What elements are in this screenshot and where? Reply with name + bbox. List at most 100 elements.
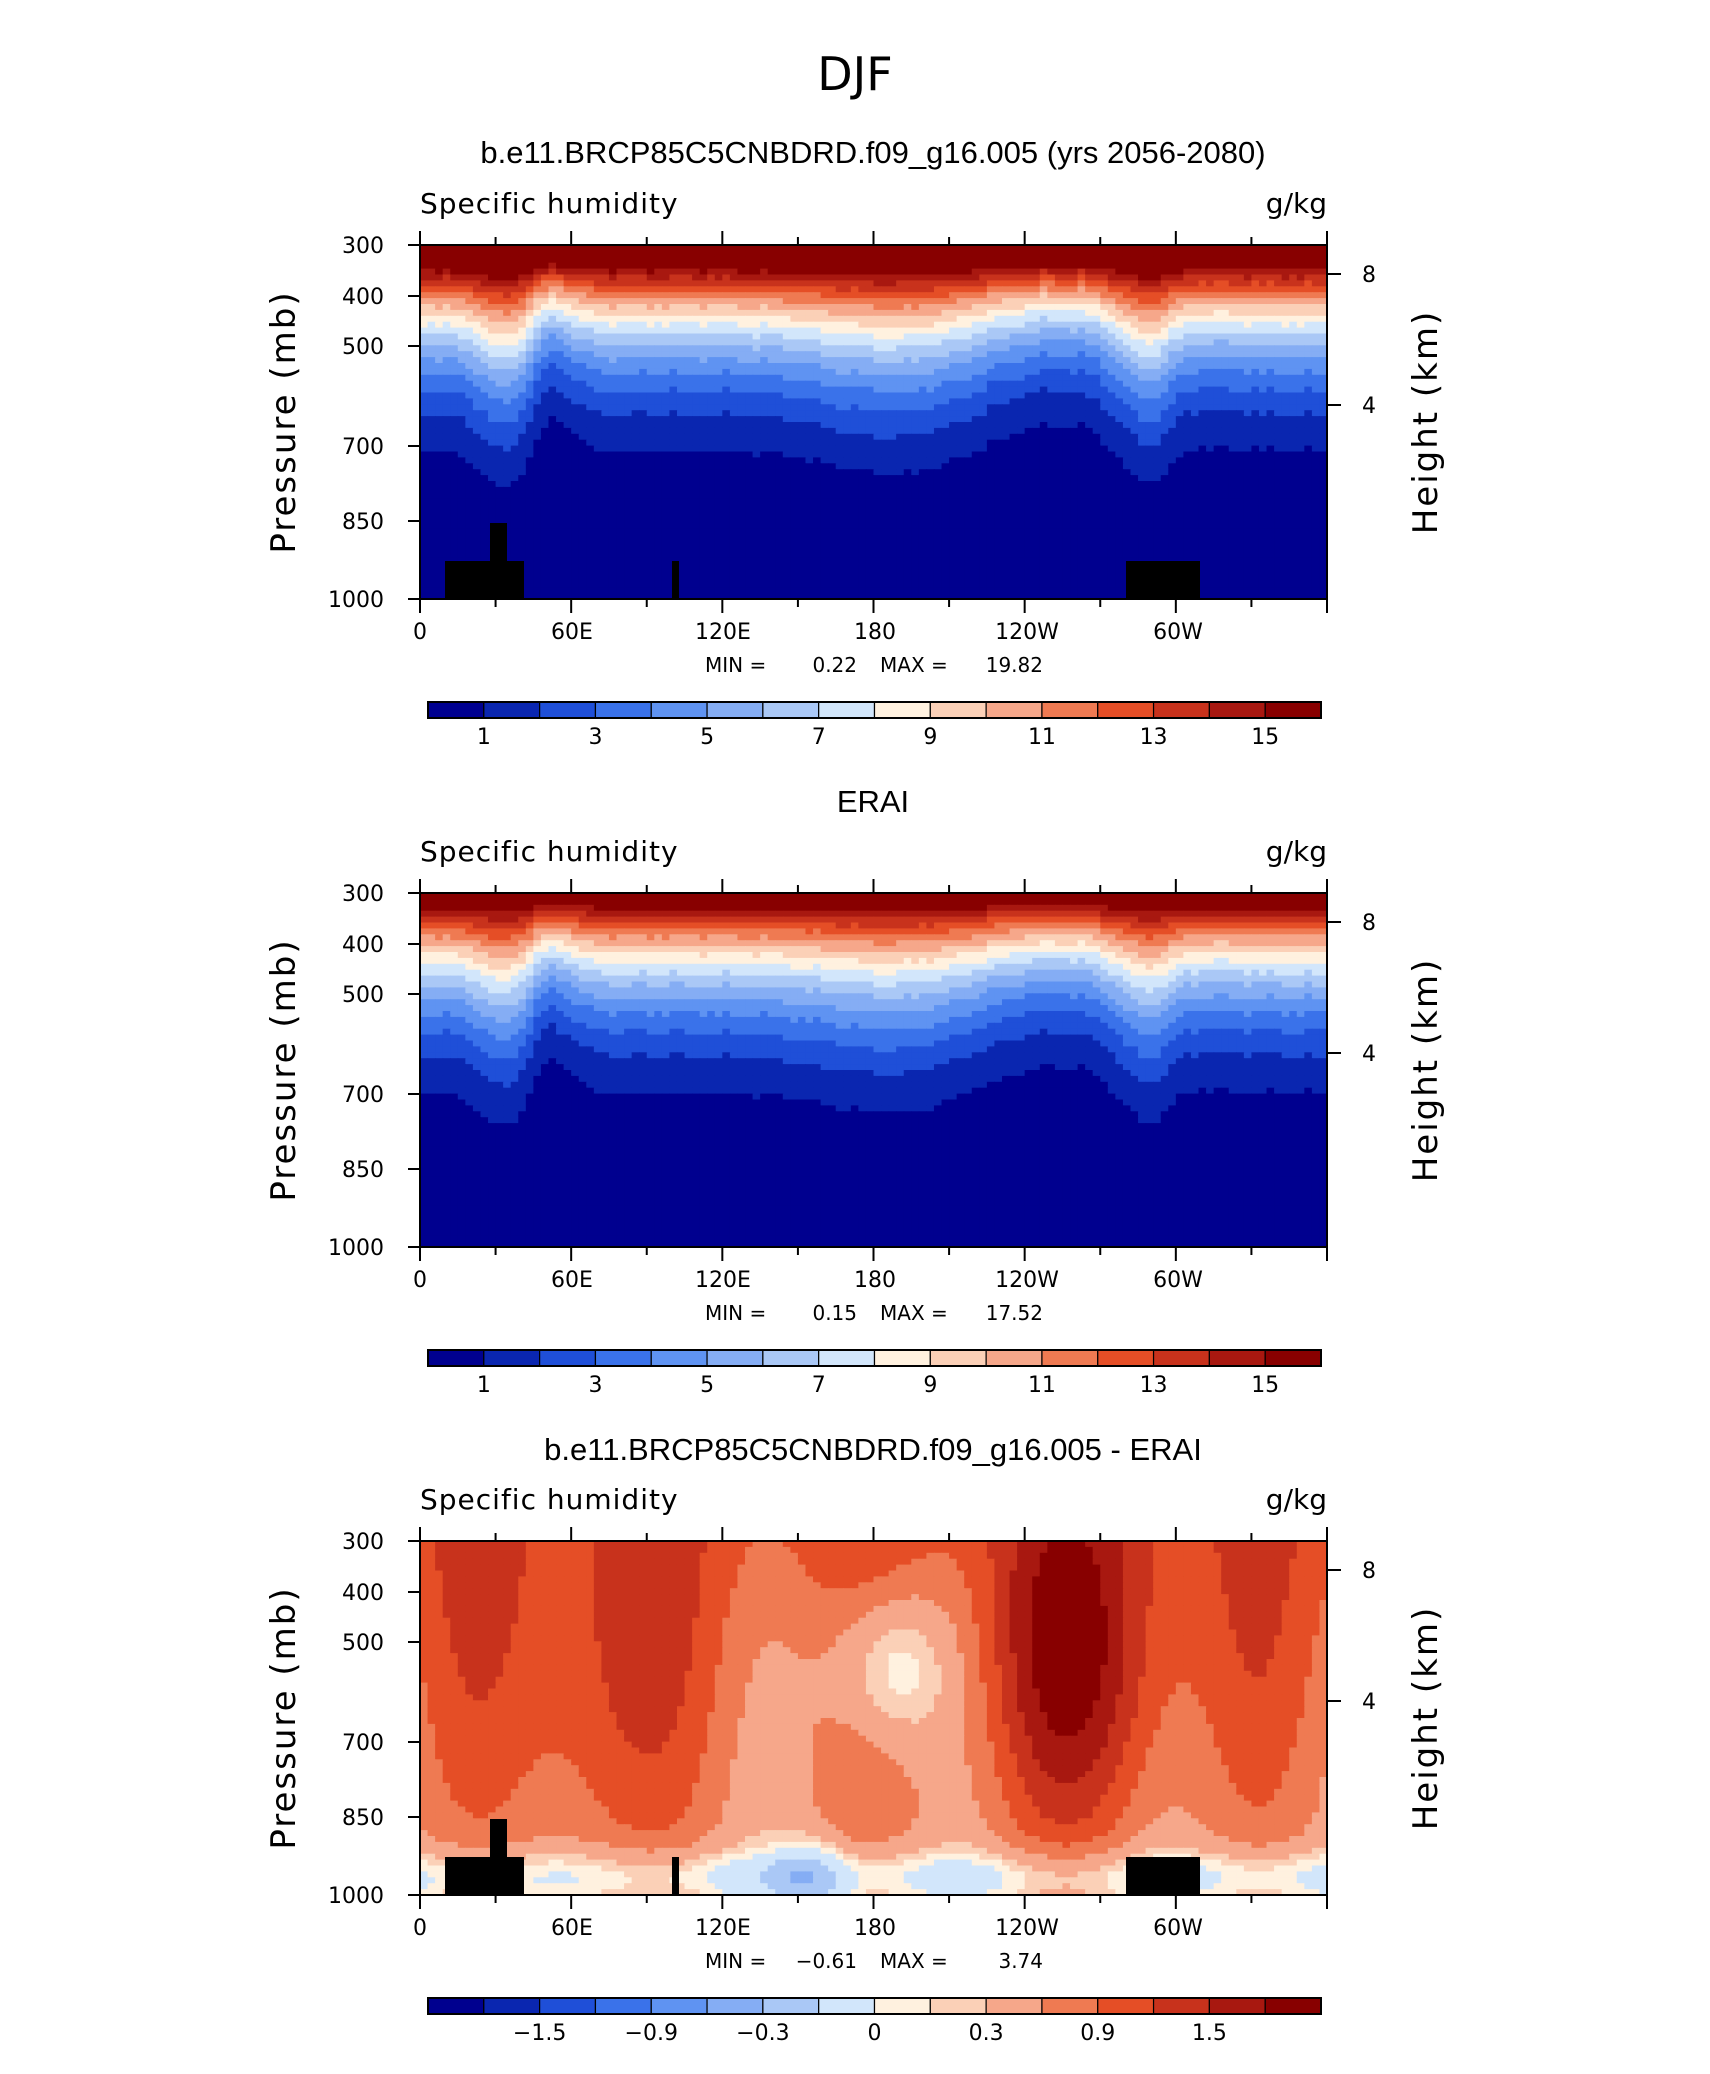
contour-cell bbox=[745, 452, 753, 459]
contour-cell bbox=[1062, 463, 1070, 470]
contour-cell bbox=[926, 275, 934, 282]
contour-cell bbox=[1168, 263, 1176, 270]
contour-cell bbox=[1153, 428, 1161, 435]
contour-cell bbox=[858, 357, 866, 364]
contour-cell bbox=[1199, 434, 1207, 441]
contour-cell bbox=[617, 387, 625, 394]
contour-cell bbox=[964, 446, 972, 453]
contour-cell bbox=[594, 446, 602, 453]
contour-cell bbox=[601, 487, 609, 494]
contour-cell bbox=[662, 263, 670, 270]
contour-cell bbox=[435, 410, 443, 417]
contour-cell bbox=[957, 304, 965, 311]
contour-cell bbox=[428, 269, 436, 276]
contour-cell bbox=[647, 404, 655, 411]
contour-cell bbox=[722, 369, 730, 376]
contour-cell bbox=[496, 357, 504, 364]
contour-cell bbox=[994, 375, 1002, 382]
contour-cell bbox=[1115, 469, 1123, 476]
contour-cell bbox=[745, 286, 753, 293]
contour-cell bbox=[1062, 345, 1070, 352]
contour-cell bbox=[692, 404, 700, 411]
contour-cell bbox=[866, 398, 874, 405]
contour-cell bbox=[760, 304, 768, 311]
contour-cell bbox=[1282, 310, 1290, 317]
contour-cell bbox=[813, 416, 821, 423]
contour-cell bbox=[617, 381, 625, 388]
contour-cell bbox=[994, 393, 1002, 400]
contour-cell bbox=[685, 393, 693, 400]
contour-cell bbox=[1138, 481, 1146, 488]
contour-cell bbox=[428, 322, 436, 329]
contour-cell bbox=[548, 269, 556, 276]
contour-cell bbox=[586, 251, 594, 258]
contour-cell bbox=[798, 422, 806, 429]
contour-cell bbox=[632, 463, 640, 470]
contour-cell bbox=[420, 263, 428, 270]
contour-cell bbox=[1032, 381, 1040, 388]
contour-cell bbox=[1183, 452, 1191, 459]
contour-cell bbox=[881, 322, 889, 329]
contour-cell bbox=[972, 434, 980, 441]
contour-cell bbox=[1115, 481, 1123, 488]
contour-cell bbox=[843, 269, 851, 276]
contour-cell bbox=[586, 434, 594, 441]
contour-cell bbox=[1025, 393, 1033, 400]
contour-cell bbox=[488, 381, 496, 388]
contour-cell bbox=[677, 469, 685, 476]
contour-cell bbox=[858, 387, 866, 394]
contour-cell bbox=[632, 280, 640, 287]
contour-cell bbox=[851, 316, 859, 323]
contour-cell bbox=[934, 457, 942, 464]
contour-cell bbox=[617, 475, 625, 482]
contour-cell bbox=[1040, 393, 1048, 400]
contour-cell bbox=[1267, 328, 1275, 335]
contour-cell bbox=[1055, 416, 1063, 423]
contour-cell bbox=[1055, 469, 1063, 476]
contour-cell bbox=[1289, 263, 1297, 270]
contour-cell bbox=[571, 481, 579, 488]
contour-cell bbox=[1236, 463, 1244, 470]
contour-cell bbox=[1062, 381, 1070, 388]
contour-cell bbox=[480, 387, 488, 394]
contour-cell bbox=[851, 263, 859, 270]
contour-cell bbox=[1062, 434, 1070, 441]
contour-cell bbox=[926, 452, 934, 459]
contour-cell bbox=[904, 316, 912, 323]
contour-cell bbox=[1130, 410, 1138, 417]
contour-cell bbox=[775, 463, 783, 470]
contour-cell bbox=[594, 434, 602, 441]
contour-cell bbox=[942, 475, 950, 482]
contour-cell bbox=[1040, 316, 1048, 323]
contour-cell bbox=[443, 322, 451, 329]
contour-cell bbox=[972, 263, 980, 270]
contour-cell bbox=[609, 269, 617, 276]
contour-cell bbox=[473, 369, 481, 376]
contour-cell bbox=[1025, 440, 1033, 447]
contour-cell bbox=[821, 369, 829, 376]
contour-cell bbox=[1191, 457, 1199, 464]
contour-cell bbox=[1002, 310, 1010, 317]
contour-cell bbox=[496, 251, 504, 258]
contour-cell bbox=[715, 257, 723, 264]
contour-cell bbox=[1259, 351, 1267, 358]
contour-cell bbox=[1062, 422, 1070, 429]
contour-cell bbox=[443, 275, 451, 282]
contour-cell bbox=[609, 369, 617, 376]
contour-cell bbox=[843, 322, 851, 329]
contour-cell bbox=[511, 369, 519, 376]
contour-cell bbox=[609, 387, 617, 394]
contour-cell bbox=[987, 298, 995, 305]
contour-cell bbox=[874, 280, 882, 287]
contour-cell bbox=[889, 410, 897, 417]
contour-cell bbox=[768, 269, 776, 276]
contour-cell bbox=[737, 310, 745, 317]
contour-cell bbox=[1191, 404, 1199, 411]
contour-cell bbox=[821, 410, 829, 417]
contour-cell bbox=[1282, 251, 1290, 258]
contour-cell bbox=[1259, 339, 1267, 346]
contour-cell bbox=[1236, 416, 1244, 423]
contour-cell bbox=[617, 310, 625, 317]
contour-cell bbox=[790, 481, 798, 488]
contour-cell bbox=[1108, 434, 1116, 441]
